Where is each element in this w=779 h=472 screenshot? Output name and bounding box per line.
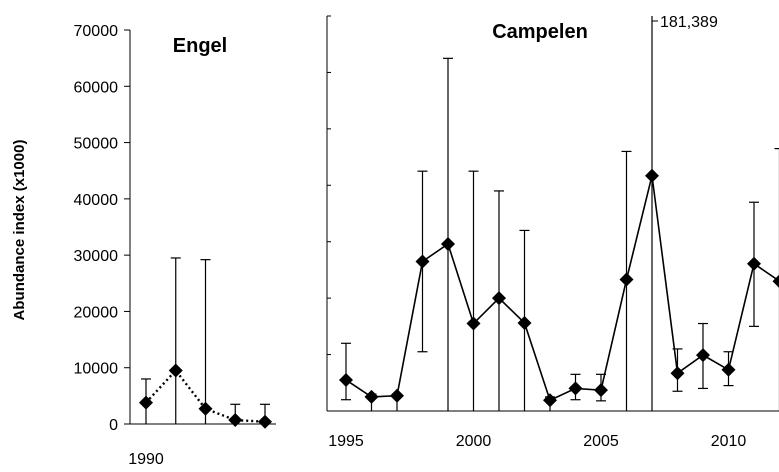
data-point (198, 401, 213, 416)
panel-title-engel: Engel (173, 35, 227, 57)
data-point (568, 381, 583, 396)
y-tick-label: 50000 (74, 136, 119, 153)
x-tick-label: 2005 (583, 433, 619, 450)
data-point (772, 274, 779, 288)
panel-title-campelen: Campelen (492, 21, 588, 43)
y-tick-label: 10000 (74, 361, 119, 378)
clipped-value-annotation: 181,389 (660, 14, 718, 31)
chart-labels: Abundance index (x1000) 0 10000 20000 30000 4… (11, 14, 746, 468)
x-tick-label: 2010 (711, 433, 747, 450)
y-tick-label: 20000 (74, 304, 119, 321)
series-line-campelen (345, 175, 779, 402)
data-point (696, 348, 710, 363)
data-point (747, 256, 761, 271)
x-tick-label: 1995 (328, 433, 364, 450)
error-bars (141, 16, 779, 424)
y-tick-label: 60000 (74, 79, 119, 96)
data-point (339, 372, 353, 387)
data-point (168, 363, 183, 378)
y-tick-label: 40000 (74, 192, 119, 209)
data-point (258, 414, 272, 429)
data-point (492, 291, 506, 306)
data-point (645, 168, 659, 183)
axes (124, 15, 779, 425)
data-point (721, 362, 736, 377)
data-point (594, 383, 608, 398)
y-tick-label: 30000 (74, 248, 119, 265)
series-lines (145, 175, 779, 423)
data-point (466, 316, 481, 331)
x-tick-label: 1990 (128, 451, 164, 468)
data-point (619, 272, 634, 287)
data-markers (139, 168, 779, 429)
data-point (364, 389, 379, 404)
y-tick-label: 70000 (74, 23, 119, 40)
data-point (415, 254, 430, 269)
data-point (441, 236, 455, 251)
data-point (139, 395, 153, 410)
data-point (517, 315, 532, 330)
data-point (543, 393, 557, 408)
data-point (390, 388, 404, 403)
y-tick-label: 0 (109, 417, 118, 434)
data-point (228, 413, 243, 428)
y-axis-label: Abundance index (x1000) (11, 140, 28, 321)
x-tick-label: 2000 (456, 433, 492, 450)
data-point (670, 366, 685, 381)
